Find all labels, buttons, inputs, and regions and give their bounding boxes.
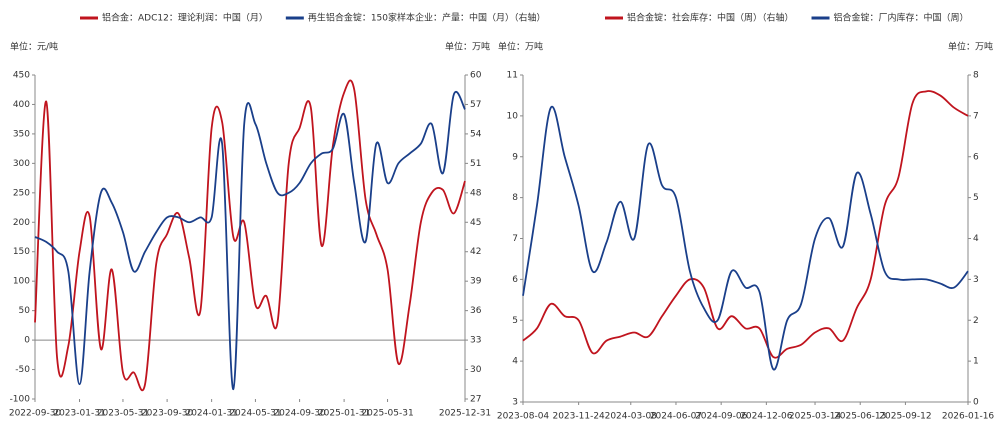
x-tick-label: 2025-01-31: [318, 409, 370, 419]
y2-tick-label: 60: [470, 71, 482, 81]
y-tick-label: 5: [512, 316, 518, 326]
y2-tick-label: 4: [973, 234, 979, 244]
y2-tick-label: 30: [470, 365, 482, 375]
y-tick-label: 400: [13, 100, 30, 110]
x-tick-label: 2025-03-14: [789, 412, 842, 422]
x-tick-label: 2023-08-04: [497, 412, 550, 422]
y2-tick-label: 54: [470, 129, 482, 139]
y-tick-label: 4: [512, 357, 518, 367]
y-tick-label: -100: [10, 395, 31, 405]
y-tick-label: 11: [507, 71, 518, 81]
x-tick-label: 2023-05-31: [97, 409, 149, 419]
y-tick-label: 250: [13, 188, 30, 198]
y2-tick-label: 27: [470, 395, 481, 405]
y-tick-label: 7: [512, 234, 518, 244]
legend-label: 铝合金锭：社会库存：中国（周）（右轴）: [627, 12, 794, 24]
y2-tick-label: 6: [973, 152, 979, 162]
y-tick-label: 8: [512, 193, 518, 203]
x-tick-label: 2025-09-12: [879, 412, 931, 422]
x-tick-label: 2023-09-30: [141, 409, 194, 419]
y-tick-label: 100: [13, 277, 30, 287]
y2-tick-label: 0: [973, 398, 979, 408]
y-tick-label: 350: [13, 129, 30, 139]
x-tick-label: 2025-05-31: [361, 409, 413, 419]
x-tick-label: 2024-09-06: [695, 412, 748, 422]
y-tick-label: 0: [24, 336, 30, 346]
y2-tick-label: 57: [470, 100, 481, 110]
x-tick-label: 2024-12-06: [740, 412, 793, 422]
y2-tick-label: 42: [470, 247, 481, 257]
y2-axis-label: 单位：万吨: [445, 41, 490, 53]
y2-tick-label: 3: [973, 275, 979, 285]
y-tick-label: 6: [512, 275, 518, 285]
y-tick-label: 10: [507, 111, 519, 121]
x-tick-label: 2024-06-07: [650, 412, 702, 422]
y2-tick-label: 1: [973, 357, 979, 367]
x-tick-label: 2024-03-08: [605, 412, 658, 422]
y2-axis-label: 单位：万吨: [948, 41, 993, 53]
x-tick-label: 2024-01-31: [185, 409, 237, 419]
x-tick-label: 2022-09-30: [9, 409, 62, 419]
y2-tick-label: 2: [973, 316, 979, 326]
x-tick-label: 2024-05-31: [229, 409, 281, 419]
legend-label: 再生铝合金锭：150家样本企业：产量：中国（月）（右轴）: [308, 12, 546, 24]
y2-tick-label: 51: [470, 159, 481, 169]
x-tick-label: 2024-09-30: [273, 409, 326, 419]
y-tick-label: 300: [13, 159, 30, 169]
x-tick-label: 2023-11-24: [552, 412, 605, 422]
y-axis-label: 单位：万吨: [498, 41, 543, 53]
series-line: [34, 91, 466, 391]
y-axis-label: 单位：元/吨: [10, 41, 58, 53]
legend-label: 铝合金锭：厂内库存：中国（周）: [834, 12, 969, 24]
y2-tick-label: 39: [470, 277, 482, 287]
y-tick-label: 200: [13, 218, 30, 228]
legend-label: 铝合金：ADC12：理论利润：中国（月）: [102, 12, 268, 24]
x-tick-label: 2026-01-16: [942, 412, 995, 422]
x-tick-label: 2023-01-31: [53, 409, 105, 419]
y2-tick-label: 48: [470, 188, 482, 198]
y2-tick-label: 45: [470, 218, 481, 228]
y-tick-label: 50: [19, 306, 31, 316]
y-tick-label: 9: [512, 152, 518, 162]
series-line: [522, 105, 969, 371]
y2-tick-label: 33: [470, 336, 481, 346]
x-tick-label: 2025-12-31: [439, 409, 491, 419]
y2-tick-label: 7: [973, 111, 979, 121]
series-line: [34, 79, 466, 392]
y-tick-label: 150: [13, 247, 30, 257]
y2-tick-label: 36: [470, 306, 482, 316]
x-tick-label: 2025-06-13: [834, 412, 886, 422]
y-tick-label: 450: [13, 71, 30, 81]
y-tick-label: 3: [512, 398, 518, 408]
series-line: [522, 90, 969, 359]
y2-tick-label: 5: [973, 193, 979, 203]
y2-tick-label: 8: [973, 71, 979, 81]
y-tick-label: -50: [15, 365, 30, 375]
